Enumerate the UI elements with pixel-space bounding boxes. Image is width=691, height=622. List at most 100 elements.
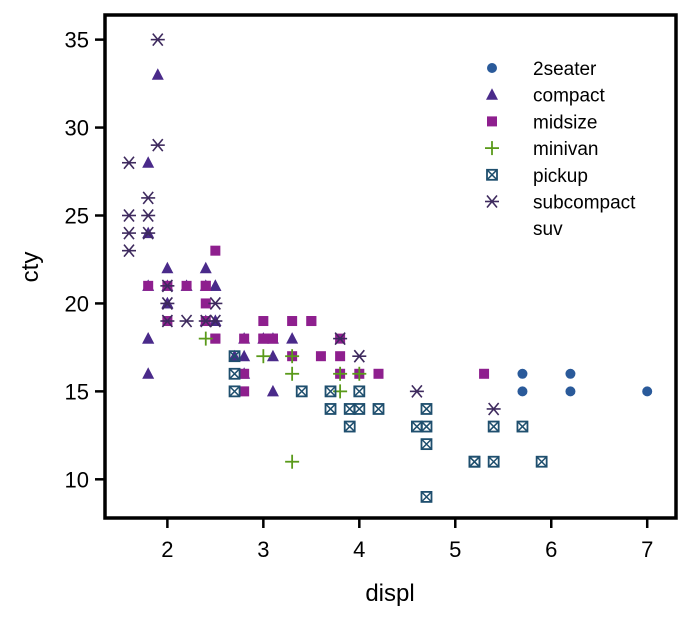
- point-compact: [199, 261, 212, 274]
- point-minivan: [285, 366, 300, 381]
- point-compact: [142, 156, 155, 168]
- point-subcompact: [160, 279, 175, 293]
- point-pickup: [420, 490, 433, 503]
- point-2seater: [517, 386, 528, 397]
- point-midsize: [335, 351, 346, 362]
- point-pickup: [228, 367, 241, 380]
- point-minivan: [198, 331, 213, 346]
- point-subcompact: [121, 156, 136, 170]
- x-tick-label: 2: [161, 537, 173, 562]
- y-tick-label: 10: [65, 467, 89, 492]
- point-subcompact: [150, 138, 165, 152]
- point-pickup: [228, 385, 241, 398]
- point-pickup: [487, 420, 500, 433]
- point-pickup: [372, 403, 385, 415]
- legend-key-pickup: [486, 168, 498, 181]
- point-subcompact: [352, 349, 367, 363]
- point-subcompact: [141, 208, 156, 223]
- point-compact: [209, 279, 222, 291]
- point-midsize: [200, 280, 211, 291]
- legend-label-midsize: midsize: [533, 112, 597, 133]
- point-2seater: [565, 386, 576, 397]
- plot-panel: [103, 13, 678, 520]
- point-minivan: [256, 349, 271, 364]
- point-midsize: [258, 333, 269, 344]
- x-tick-label: 5: [449, 537, 461, 562]
- point-subcompact: [121, 244, 136, 258]
- point-subcompact: [409, 384, 424, 398]
- y-tick-label: 35: [65, 28, 89, 53]
- point-minivan: [352, 366, 367, 381]
- legend-label-subcompact: subcompact: [533, 193, 636, 214]
- data-points: [121, 33, 653, 503]
- legend-key-minivan: [485, 141, 499, 156]
- point-midsize: [306, 316, 317, 327]
- point-pickup: [324, 385, 337, 398]
- point-midsize: [210, 333, 221, 344]
- point-subcompact: [121, 226, 136, 240]
- point-minivan: [285, 349, 300, 364]
- point-midsize: [315, 351, 326, 362]
- point-minivan: [285, 454, 300, 469]
- point-pickup: [343, 420, 356, 433]
- point-midsize: [181, 280, 192, 291]
- y-tick-label: 20: [65, 291, 89, 316]
- point-subcompact: [160, 314, 175, 328]
- point-pickup: [420, 420, 433, 433]
- legend-key-subcompact: [485, 194, 499, 209]
- point-subcompact: [141, 226, 156, 240]
- point-midsize: [239, 333, 250, 344]
- x-axis: 2 3 4 5 6 7: [161, 518, 653, 562]
- point-midsize: [287, 316, 298, 327]
- point-midsize: [373, 368, 384, 379]
- point-pickup: [324, 403, 337, 415]
- point-pickup: [516, 420, 529, 433]
- point-subcompact: [333, 332, 348, 346]
- point-pickup: [353, 403, 366, 415]
- point-compact: [142, 332, 155, 344]
- point-subcompact: [150, 33, 165, 47]
- legend-label-2seater: 2seater: [533, 59, 597, 80]
- point-pickup: [420, 403, 433, 415]
- point-compact: [142, 367, 155, 379]
- point-compact: [266, 349, 279, 362]
- point-pickup: [295, 385, 308, 398]
- point-compact: [151, 68, 164, 80]
- legend-label-pickup: pickup: [533, 166, 588, 187]
- point-subcompact: [160, 296, 175, 310]
- point-midsize: [143, 280, 154, 291]
- point-pickup: [420, 438, 433, 451]
- legend-label-compact: compact: [533, 86, 606, 107]
- y-axis-title: cty: [17, 252, 44, 283]
- point-subcompact: [208, 296, 223, 310]
- x-tick-label: 4: [353, 537, 365, 562]
- legend: 2seater compact midsize minivan pickup subcom…: [485, 59, 636, 240]
- point-midsize: [258, 316, 269, 327]
- x-axis-title: displ: [365, 580, 414, 607]
- y-axis: 10 15 20 25 30 35: [65, 28, 105, 492]
- legend-label-suv: suv: [533, 219, 563, 240]
- point-subcompact: [179, 314, 194, 328]
- legend-key-2seater: [487, 63, 497, 73]
- point-2seater: [517, 368, 528, 379]
- point-minivan: [333, 366, 348, 381]
- point-2seater: [642, 386, 653, 397]
- point-midsize: [210, 245, 221, 256]
- point-midsize: [267, 333, 278, 344]
- point-compact: [286, 332, 299, 344]
- point-subcompact: [208, 314, 223, 328]
- point-pickup: [468, 455, 481, 468]
- point-subcompact: [141, 191, 156, 205]
- point-midsize: [479, 368, 490, 379]
- point-pickup: [535, 455, 548, 468]
- legend-label-minivan: minivan: [533, 139, 598, 160]
- x-tick-label: 3: [257, 537, 269, 562]
- point-pickup: [228, 350, 241, 363]
- point-compact: [238, 349, 251, 362]
- y-tick-label: 30: [65, 116, 89, 141]
- point-midsize: [200, 298, 211, 309]
- x-tick-label: 6: [545, 537, 557, 562]
- y-tick-label: 25: [65, 203, 89, 228]
- point-midsize: [239, 368, 250, 379]
